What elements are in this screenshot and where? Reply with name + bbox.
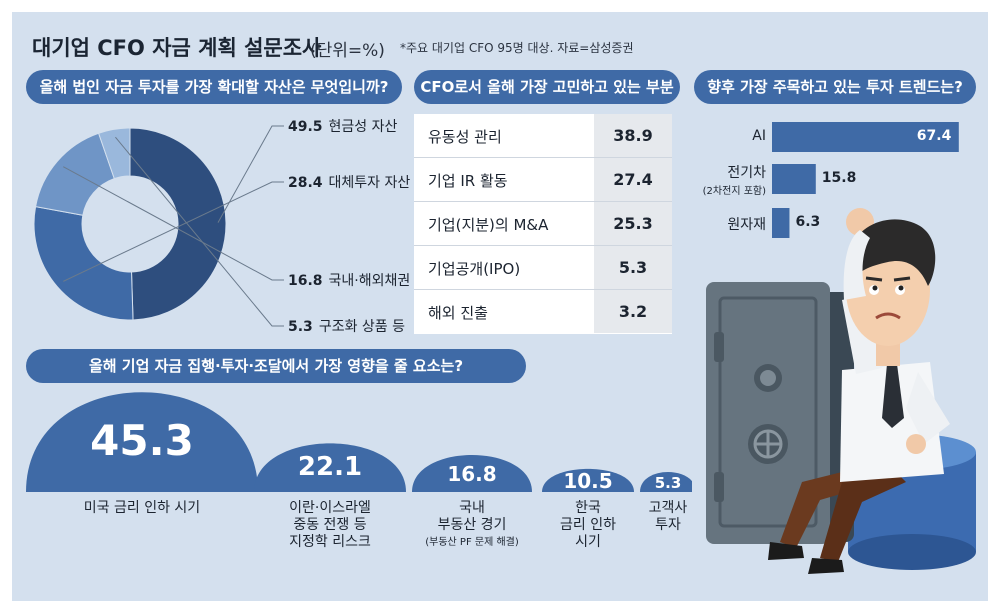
trend-bar [772,122,959,152]
page-title: 대기업 CFO 자금 계획 설문조사 [32,36,322,60]
donut-leader-line [217,125,284,223]
donut-value: 5.3 [288,319,313,335]
factor-category-line: 국내 [459,500,485,516]
trend-bar [772,208,790,238]
donut-label: 16.8 국내·해외채권 [288,270,410,290]
table-row-label: 기업 IR 활동 [428,172,508,190]
donut-slice [33,206,134,321]
infographic-canvas: 대기업 CFO 자금 계획 설문조사 (단위=%) *주요 대기업 CFO 95… [12,12,988,601]
donut-category: 대체투자 자산 [328,175,411,191]
factor-dome [640,472,692,492]
factor-category-line: 한국 [575,500,601,516]
worried-man-figure [768,208,950,574]
factor-dome [542,468,634,492]
trend-category-name: AI [752,128,766,144]
trend-value: 6.3 [795,214,821,230]
factor-category-note: (부동산 PF 문제 해결) [425,537,519,548]
source-note: *주요 대기업 CFO 95명 대상. 자료=삼성증권 [400,41,634,55]
factor-category-line: 시기 [575,534,601,550]
donut-value: 16.8 [288,273,323,289]
table-row-value: 25.3 [594,202,672,245]
donut-slice [97,127,131,180]
donut-label: 5.3 구조화 상품 등 [288,316,405,336]
donut-title-pill: 올해 법인 자금 투자를 가장 확대할 자산은 무엇입니까? [26,70,402,104]
table-row: 기업공개(IPO) 5.3 [414,246,672,290]
table-row: 해외 진출 3.2 [414,290,672,334]
factor-category-line: 지정학 리스크 [289,534,371,550]
donut-slice [129,127,227,321]
trend-category: AI [688,128,766,144]
factor-dome [26,392,258,492]
trend-value: 67.4 [916,128,952,144]
factor-dome [254,443,406,492]
concern-table: 유동성 관리 38.9 기업 IR 활동 27.4 기업(지분)의 M&A 25.3 기업공… [414,114,672,334]
factor-category-line: 중동 전쟁 등 [293,517,367,533]
table-row-value: 27.4 [594,158,672,201]
unit-label: (단위=%) [310,41,385,61]
donut-value: 49.5 [288,119,323,135]
safe-icon [706,282,854,544]
donut-category: 국내·해외채권 [328,273,411,289]
table-title-pill: CFO로서 올해 가장 고민하고 있는 부분 [414,70,680,104]
donut-label: 49.5 현금성 자산 [288,116,397,136]
table-row: 기업 IR 활동 27.4 [414,158,672,202]
trend-value: 15.8 [821,170,857,186]
factor-category: 한국 금리 인하 시기 [513,500,663,551]
factor-value: 5.3 [654,473,682,492]
factor-category-line: 부동산 경기 [437,517,507,533]
factor-category: 국내 부동산 경기 (부동산 PF 문제 해결) [397,500,547,551]
factor-dome [412,455,532,492]
safe-businessman-illustration [706,208,976,574]
trend-category: 전기차 (2차전지 포함) [688,162,766,197]
factor-value: 16.8 [447,461,497,486]
trend-category: 원자재 [688,214,766,234]
factor-category: 이란·이스라엘 중동 전쟁 등 지정학 리스크 [255,500,405,551]
table-row-value: 5.3 [594,246,672,289]
factor-category: 미국 금리 인하 시기 [67,500,217,517]
factor-category-line: 이란·이스라엘 [289,500,371,516]
trend-bar [772,164,816,194]
factor-value: 45.3 [90,416,194,465]
donut-leader-line [63,181,284,282]
donut-leader-line [63,166,284,281]
table-row-value: 3.2 [594,290,672,333]
trend-title-pill: 향후 가장 주목하고 있는 투자 트렌드는? [694,70,976,104]
factor-category: 고객사 투자 [593,500,743,534]
trend-bar-chart [772,122,959,238]
table-row-label: 유동성 관리 [428,128,502,146]
trend-category-name: 전기차 [727,165,766,181]
factor-value: 22.1 [297,452,363,483]
table-row: 기업(지분)의 M&A 25.3 [414,202,672,246]
table-row-label: 기업공개(IPO) [428,260,521,278]
donut-value: 28.4 [288,175,323,191]
donut-leader-line [115,136,284,327]
table-row-label: 기업(지분)의 M&A [428,216,549,234]
trend-category-note: (2차전지 포함) [702,186,766,197]
donut-chart [33,125,284,327]
donut-label: 28.4 대체투자 자산 [288,172,410,192]
factor-category-line: 미국 금리 인하 시기 [83,500,201,516]
donut-category: 현금성 자산 [328,119,398,135]
table-row-label: 해외 진출 [428,304,488,322]
table-row-value: 38.9 [594,114,672,157]
table-row: 유동성 관리 38.9 [414,114,672,158]
donut-category: 구조화 상품 등 [318,319,405,335]
trend-category-name: 원자재 [727,217,766,233]
factor-category-line: 고객사 [648,500,688,516]
factor-title-pill: 올해 기업 자금 집행·투자·조달에서 가장 영향을 줄 요소는? [26,349,526,383]
factor-dome-chart [26,392,692,492]
factor-category-line: 투자 [655,517,681,533]
factor-value: 10.5 [563,469,613,494]
factor-category-line: 금리 인하 [560,517,616,533]
